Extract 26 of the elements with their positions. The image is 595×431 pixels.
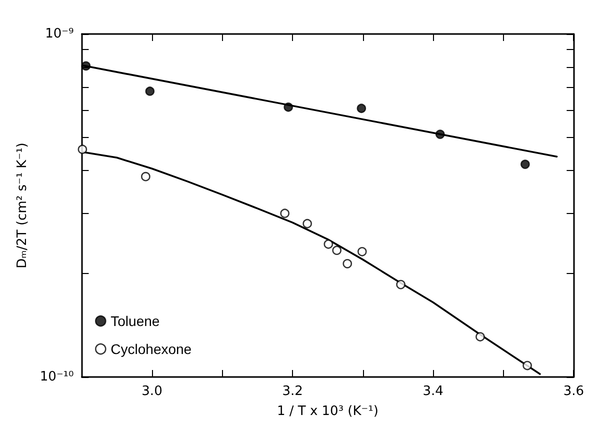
point xyxy=(522,360,532,370)
point xyxy=(284,102,293,112)
point xyxy=(356,104,366,114)
point xyxy=(332,246,342,256)
point xyxy=(145,86,155,96)
point xyxy=(396,280,406,290)
point xyxy=(78,144,88,154)
point xyxy=(476,332,485,342)
x-tick-label: 3.6 xyxy=(563,384,584,399)
y-axis-title: Dₘ/2T (cm² s⁻¹ K⁻¹) xyxy=(15,142,30,268)
point xyxy=(280,208,290,218)
point xyxy=(520,160,530,169)
y-tick-label: 10⁻⁹ xyxy=(45,26,74,42)
legend-label: Toluene xyxy=(110,313,160,329)
x-axis-title: 1 / T x 10³ (K⁻¹) xyxy=(276,404,378,419)
x-tick-label: 3.0 xyxy=(142,384,162,399)
x-tick-label: 3.2 xyxy=(282,384,303,399)
y-tick-label: 10⁻¹⁰ xyxy=(40,370,74,384)
point xyxy=(357,246,367,256)
point xyxy=(141,172,150,182)
point xyxy=(342,259,352,268)
point xyxy=(302,218,312,228)
legend-label: Cyclohexone xyxy=(110,341,192,357)
point xyxy=(324,239,334,249)
x-tick-label: 3.4 xyxy=(422,384,444,399)
point xyxy=(435,130,445,139)
